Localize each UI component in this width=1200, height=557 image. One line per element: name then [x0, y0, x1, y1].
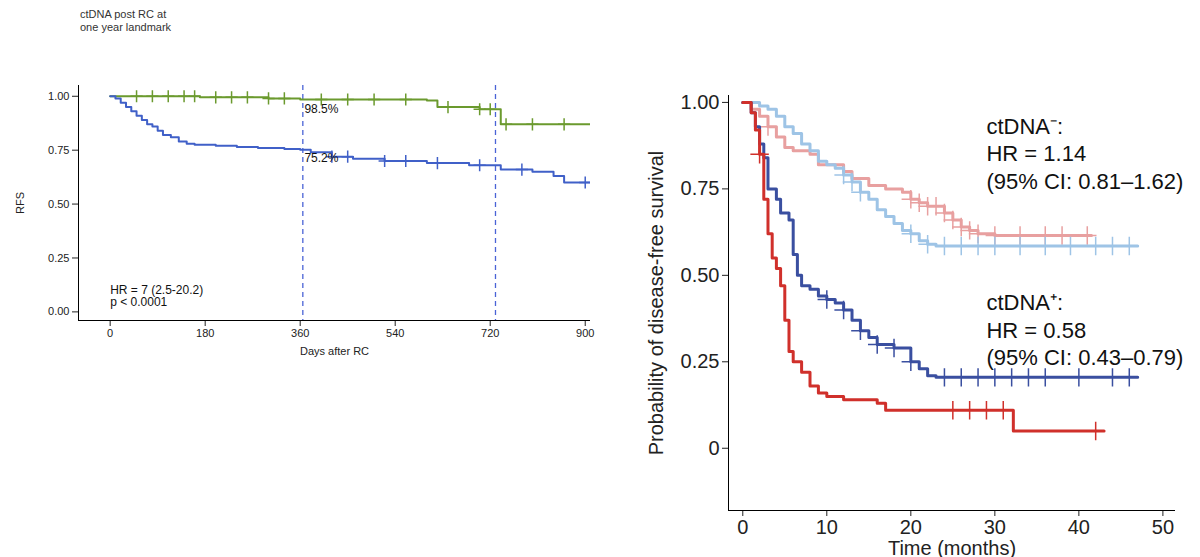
html-text:ctDNA post RC at one year land: ctDNA post RC at one year landmark [80, 8, 172, 33]
svg-text:p < 0.0001: p < 0.0001 [110, 295, 167, 309]
svg-text:Time (months): Time (months) [888, 537, 1016, 557]
svg-text:HR = 7 (2.5-20.2): HR = 7 (2.5-20.2) [110, 283, 204, 298]
svg-text:75.2%: 75.2% [304, 151, 338, 165]
svg-text:RFS: RFS [14, 192, 26, 214]
svg-text:Probability of disease-free su: Probability of disease-free survival [645, 151, 667, 456]
svg-text:(95% CI: 0.43–0.79): (95% CI: 0.43–0.79) [986, 345, 1183, 370]
svg-text:0.75: 0.75 [681, 177, 720, 199]
svg-text:1.00: 1.00 [681, 91, 720, 113]
svg-text:10: 10 [816, 516, 838, 538]
svg-text:180: 180 [196, 327, 214, 339]
svg-text:ctDNA⁻:: ctDNA⁻: [986, 114, 1063, 139]
svg-text:720: 720 [481, 327, 499, 339]
svg-text:20: 20 [900, 516, 922, 538]
svg-text:98.5%: 98.5% [304, 102, 338, 116]
svg-text:0: 0 [737, 516, 748, 538]
svg-text:900: 900 [576, 327, 594, 339]
svg-text:540: 540 [386, 327, 404, 339]
svg-text:ctDNA⁺:: ctDNA⁺: [986, 290, 1063, 315]
svg-text:30: 30 [984, 516, 1006, 538]
svg-text:360: 360 [291, 327, 309, 339]
svg-text:(95% CI: 0.81–1.62): (95% CI: 0.81–1.62) [986, 169, 1183, 194]
svg-text:50: 50 [1152, 516, 1174, 538]
svg-text:0.50: 0.50 [48, 198, 69, 210]
svg-text:0.50: 0.50 [681, 264, 720, 286]
svg-text:HR = 0.58: HR = 0.58 [986, 318, 1086, 343]
svg-text:HR = 1.14: HR = 1.14 [986, 141, 1086, 166]
svg-text:1.00: 1.00 [48, 90, 69, 102]
svg-text:0: 0 [107, 327, 113, 339]
svg-text:0.75: 0.75 [48, 144, 69, 156]
svg-text:0: 0 [708, 437, 719, 459]
svg-text:0.00: 0.00 [48, 305, 69, 317]
svg-text:Days after RC: Days after RC [300, 345, 369, 357]
svg-text:0.25: 0.25 [48, 251, 69, 263]
svg-text:40: 40 [1068, 516, 1090, 538]
svg-text:0.25: 0.25 [681, 350, 720, 372]
